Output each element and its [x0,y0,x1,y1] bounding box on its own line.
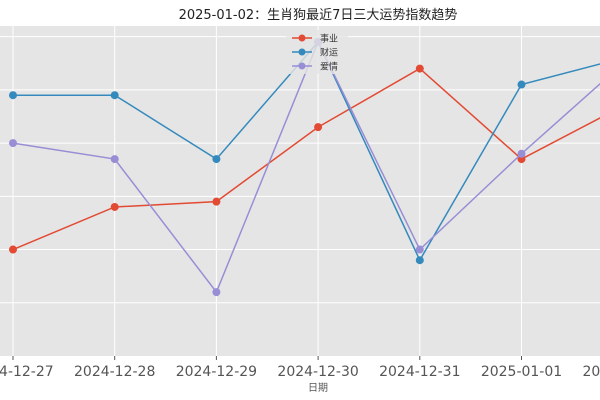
legend-label: 财运 [320,47,338,59]
x-tick-label: 2025-01-01 [481,364,562,380]
x-tick-label: 2024-12-29 [176,364,257,380]
legend-marker [298,34,306,42]
data-point [314,123,323,132]
legend-marker [298,62,306,70]
legend-label: 爱情 [320,61,338,73]
legend-item: 爱情 [292,61,338,73]
data-point [110,202,119,211]
data-point [110,91,119,100]
data-point [415,64,424,73]
data-point [212,155,221,164]
x-tick-label: 2024-12-31 [379,364,460,380]
data-point [517,149,526,158]
data-point [212,288,221,297]
legend-item: 事业 [292,33,338,45]
data-point [9,139,17,148]
x-axis-label: 日期 [308,382,328,394]
data-point [9,245,17,254]
data-point [415,245,424,254]
plot-area [0,26,600,356]
data-point [9,91,17,100]
legend-item: 财运 [292,47,338,59]
data-point [212,197,221,206]
data-point [110,155,119,164]
x-tick-label: 2024-12-28 [74,364,155,380]
legend-marker [298,48,306,56]
x-tick-label: 2024-12-30 [277,364,358,380]
x-tick-label: 2024-12-27 [0,364,54,380]
data-point [517,80,526,89]
chart-title: 2025-01-02：生肖狗最近7日三大运势指数趋势 [179,7,458,23]
x-tick-label: 2025-01-02 [583,364,600,380]
legend-label: 事业 [320,33,338,45]
data-point [415,256,424,265]
